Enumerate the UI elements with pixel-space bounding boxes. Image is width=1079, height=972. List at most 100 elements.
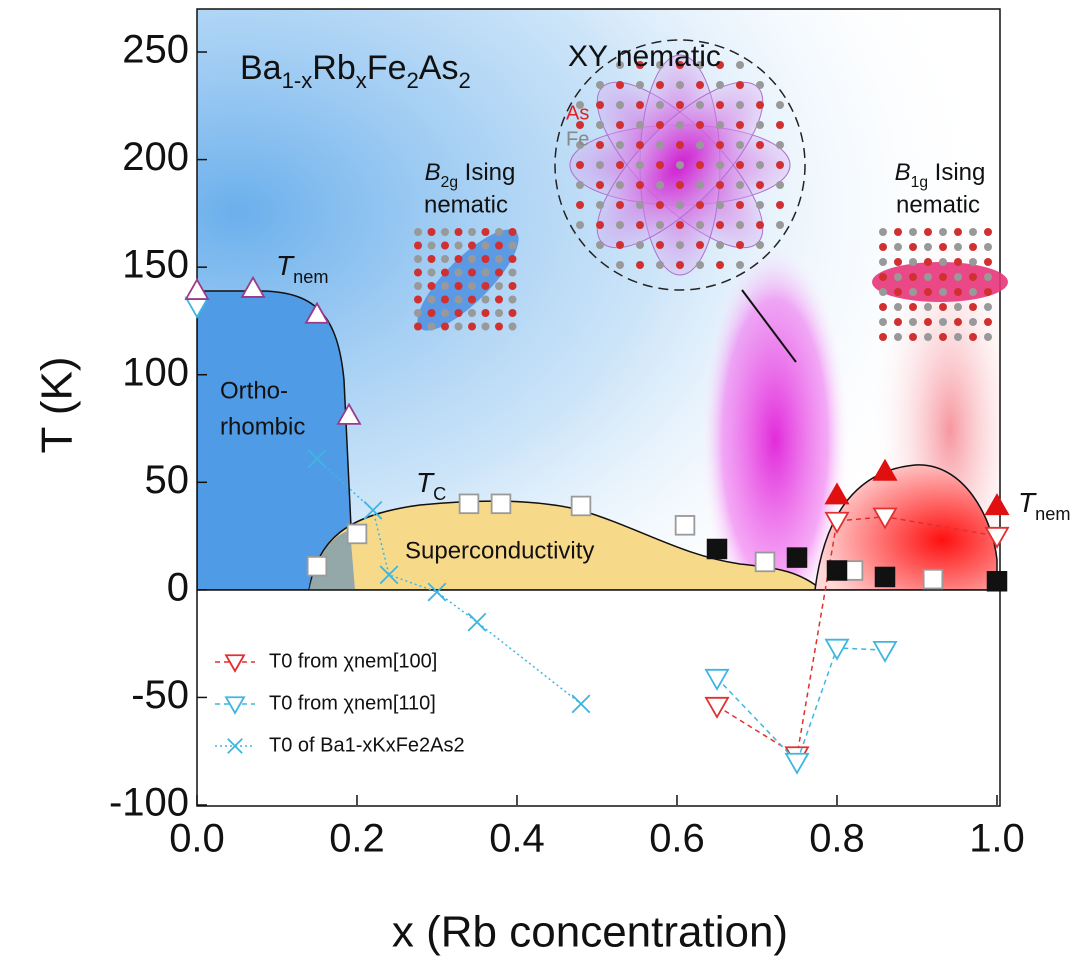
atom [636, 161, 644, 169]
atom [455, 296, 463, 304]
atom [939, 318, 947, 326]
chart: Ba1-xRbxFe2As2 XY nematic As Fe B2g Isin… [0, 0, 1079, 967]
x-axis-title: x (Rb concentration) [392, 908, 788, 957]
atom [939, 228, 947, 236]
atom [656, 241, 664, 249]
atom [656, 201, 664, 209]
atom [879, 333, 887, 341]
atom [596, 81, 604, 89]
atom [696, 261, 704, 269]
marker [308, 557, 327, 576]
atom [969, 258, 977, 266]
atom [716, 161, 724, 169]
atom [495, 269, 503, 277]
legend-label: T0 from χnem[100] [269, 650, 437, 672]
atom [441, 269, 449, 277]
atom [736, 141, 744, 149]
atom [676, 181, 684, 189]
atom [969, 303, 977, 311]
atom [468, 282, 476, 290]
atom [984, 333, 992, 341]
atom [509, 242, 517, 250]
text-part: Rb [312, 49, 355, 87]
atom [596, 121, 604, 129]
atom [428, 242, 436, 250]
x-tick-label: 0.6 [649, 817, 705, 861]
atom [716, 181, 724, 189]
ortho-label: Ortho- [220, 377, 288, 404]
atom [984, 228, 992, 236]
atom [656, 221, 664, 229]
atom [954, 258, 962, 266]
atom [441, 296, 449, 304]
atom [954, 288, 962, 296]
atom [879, 288, 887, 296]
atom [468, 242, 476, 250]
atom [939, 243, 947, 251]
atom [596, 201, 604, 209]
atom [696, 101, 704, 109]
atom [924, 243, 932, 251]
atom [428, 323, 436, 331]
atom [736, 161, 744, 169]
atom [482, 296, 490, 304]
atom [954, 273, 962, 281]
atom [894, 303, 902, 311]
text-part: B [425, 159, 441, 186]
atom [616, 261, 624, 269]
atom [455, 242, 463, 250]
atom [596, 101, 604, 109]
atom [576, 161, 584, 169]
atom [924, 228, 932, 236]
atom [894, 288, 902, 296]
x-tick-label: 1.0 [969, 817, 1025, 861]
atom [656, 181, 664, 189]
atom [696, 141, 704, 149]
atom [879, 243, 887, 251]
compound-label: Ba1-xRbxFe2As2 [240, 49, 471, 93]
atom [414, 309, 422, 317]
atom [736, 121, 744, 129]
atom [716, 201, 724, 209]
atom [676, 161, 684, 169]
legend-label: T0 from χnem[110] [269, 692, 436, 714]
atom [894, 258, 902, 266]
atom [756, 201, 764, 209]
atom [894, 243, 902, 251]
text-part: Ba [240, 49, 282, 87]
atom [455, 282, 463, 290]
atom [616, 101, 624, 109]
atom [879, 318, 887, 326]
atom [909, 333, 917, 341]
atom [736, 61, 744, 69]
atom [468, 269, 476, 277]
atom [596, 241, 604, 249]
b1g-label: B1g Ising [895, 159, 986, 190]
atom [909, 303, 917, 311]
atom [676, 141, 684, 149]
atom [954, 333, 962, 341]
atom [909, 288, 917, 296]
text-part: B [895, 159, 911, 186]
atom [414, 228, 422, 236]
atom [924, 318, 932, 326]
atom [636, 101, 644, 109]
atom [736, 101, 744, 109]
atom [716, 81, 724, 89]
atom [428, 255, 436, 263]
atom [414, 242, 422, 250]
atom [924, 288, 932, 296]
atom [495, 228, 503, 236]
atom [776, 181, 784, 189]
text-part: Ising [458, 159, 515, 186]
atom [716, 221, 724, 229]
atom [969, 333, 977, 341]
atom [756, 241, 764, 249]
atom [969, 318, 977, 326]
atom [716, 261, 724, 269]
atom [495, 282, 503, 290]
atom [495, 242, 503, 250]
atom [428, 228, 436, 236]
atom [468, 255, 476, 263]
xy-nematic-label: XY nematic [568, 40, 721, 73]
